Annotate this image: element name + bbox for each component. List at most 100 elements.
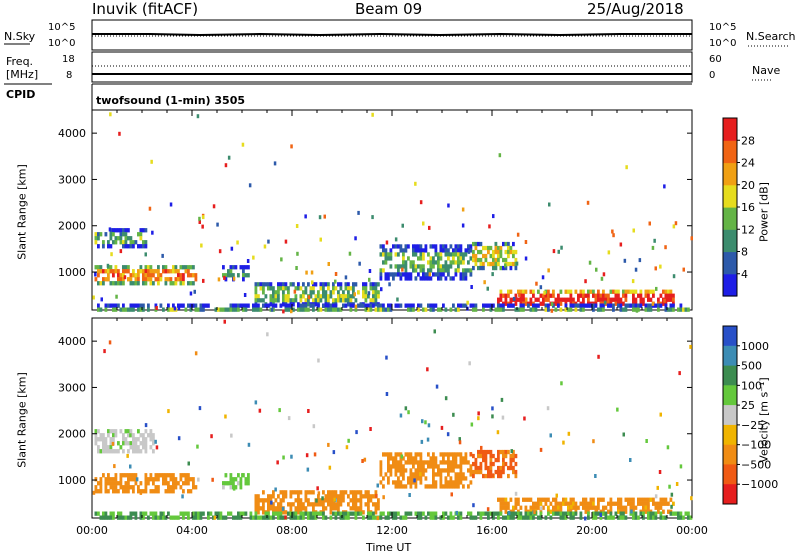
cell bbox=[584, 509, 588, 514]
cell bbox=[377, 498, 380, 503]
cell bbox=[334, 511, 338, 516]
cell bbox=[414, 452, 418, 457]
cell bbox=[144, 481, 148, 486]
cell bbox=[157, 265, 160, 270]
cell bbox=[247, 477, 250, 482]
colorbar-tick-label: 16 bbox=[741, 201, 755, 214]
echo bbox=[433, 329, 436, 334]
cell bbox=[439, 468, 443, 473]
nsearch-label: N.Search bbox=[746, 30, 796, 43]
echo bbox=[344, 275, 348, 280]
cell bbox=[119, 307, 123, 312]
cell bbox=[509, 265, 513, 271]
cell bbox=[442, 511, 445, 516]
cell bbox=[162, 265, 165, 270]
cell bbox=[274, 506, 278, 511]
cell bbox=[114, 228, 118, 233]
cell bbox=[407, 256, 410, 261]
cell bbox=[372, 294, 375, 299]
cell bbox=[319, 282, 323, 287]
echo bbox=[679, 464, 683, 469]
cell bbox=[379, 472, 383, 477]
cell bbox=[242, 303, 245, 308]
cell bbox=[339, 490, 343, 495]
cell bbox=[127, 236, 130, 241]
cell bbox=[187, 273, 190, 278]
cell bbox=[127, 489, 130, 494]
data-region-5 bbox=[472, 241, 518, 271]
cell bbox=[637, 307, 640, 312]
cell bbox=[189, 273, 193, 278]
cell bbox=[612, 303, 615, 308]
cell bbox=[439, 264, 443, 269]
cell bbox=[409, 472, 413, 477]
cell bbox=[94, 232, 98, 237]
cell bbox=[269, 494, 273, 499]
cell bbox=[114, 269, 118, 274]
cell bbox=[489, 511, 493, 516]
cell bbox=[512, 511, 515, 516]
cell bbox=[322, 290, 325, 295]
cell bbox=[157, 477, 160, 482]
cell bbox=[524, 497, 528, 502]
cell bbox=[264, 294, 268, 299]
cell bbox=[359, 506, 363, 511]
cell bbox=[494, 511, 498, 516]
cell bbox=[137, 445, 140, 450]
cell bbox=[489, 245, 493, 251]
echo bbox=[218, 249, 222, 254]
cell bbox=[297, 490, 300, 495]
cell bbox=[362, 282, 365, 287]
cell bbox=[329, 294, 333, 299]
cell bbox=[507, 261, 510, 267]
cell bbox=[94, 485, 98, 490]
cell bbox=[532, 515, 535, 520]
cell bbox=[367, 506, 370, 511]
cell bbox=[437, 472, 440, 477]
cell bbox=[272, 294, 275, 299]
cell bbox=[439, 307, 443, 312]
cell bbox=[172, 307, 175, 312]
cell bbox=[604, 293, 608, 298]
echo bbox=[150, 159, 153, 164]
cell bbox=[139, 232, 143, 237]
cell bbox=[397, 244, 400, 249]
cell bbox=[507, 473, 510, 479]
cell bbox=[332, 290, 335, 295]
cell bbox=[664, 501, 668, 506]
cell bbox=[377, 294, 380, 299]
cell bbox=[429, 515, 433, 520]
cell bbox=[574, 505, 578, 510]
cell bbox=[237, 515, 240, 520]
echo bbox=[440, 425, 444, 430]
cell bbox=[272, 298, 275, 303]
cell bbox=[282, 515, 285, 520]
cell bbox=[324, 498, 328, 503]
cell bbox=[454, 460, 458, 465]
cell bbox=[577, 505, 580, 510]
echo bbox=[664, 245, 667, 250]
cell bbox=[447, 480, 450, 485]
cell bbox=[447, 264, 450, 269]
cell bbox=[404, 248, 408, 253]
cell bbox=[127, 269, 130, 274]
cell bbox=[179, 485, 183, 490]
cell bbox=[432, 480, 435, 485]
cell bbox=[557, 501, 560, 506]
cell bbox=[197, 515, 200, 520]
data-region-0 bbox=[94, 265, 198, 286]
cell bbox=[607, 303, 610, 308]
echo bbox=[278, 408, 281, 413]
cell bbox=[97, 429, 100, 434]
cell bbox=[144, 449, 148, 454]
cell bbox=[184, 269, 188, 274]
cell bbox=[402, 252, 405, 257]
cell bbox=[669, 511, 673, 516]
cell bbox=[402, 260, 405, 265]
cell bbox=[447, 460, 450, 465]
cell bbox=[99, 437, 103, 442]
echo bbox=[334, 272, 338, 276]
cell bbox=[564, 515, 568, 520]
echo bbox=[491, 272, 494, 277]
echo bbox=[466, 300, 469, 305]
